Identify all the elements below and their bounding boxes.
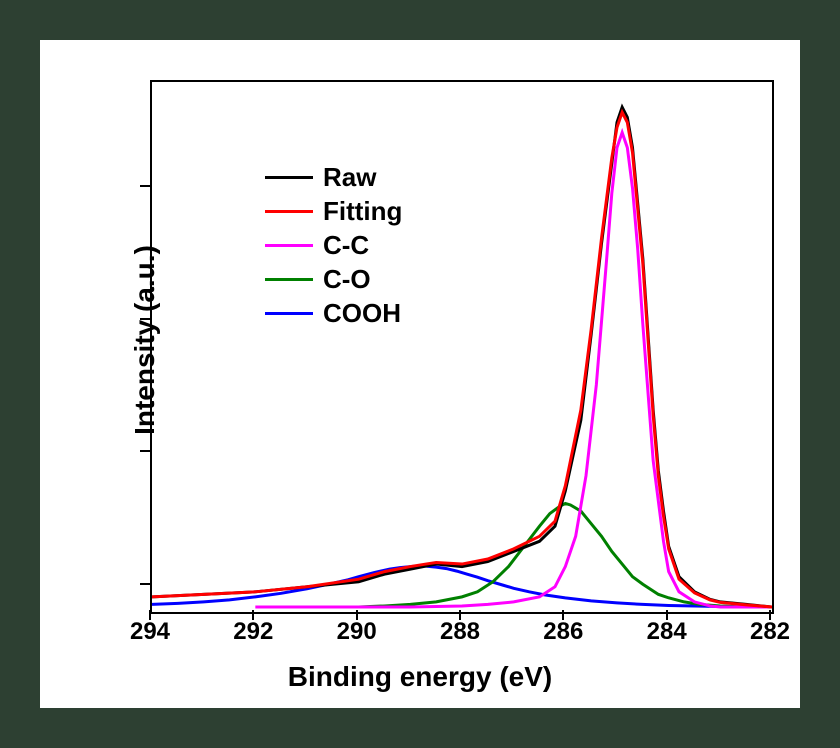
legend-swatch: [265, 244, 313, 247]
legend-item: Raw: [265, 160, 402, 194]
legend-swatch: [265, 278, 313, 281]
x-tick-label: 282: [750, 618, 790, 646]
plot-svg: [152, 82, 772, 612]
legend-swatch: [265, 176, 313, 179]
curve-co: [359, 503, 772, 606]
x-tick-label: 292: [233, 618, 273, 646]
y-tick: [140, 318, 150, 320]
legend-item: C-C: [265, 228, 402, 262]
legend-label: Raw: [323, 162, 376, 193]
y-tick: [140, 185, 150, 187]
x-tick-label: 290: [337, 618, 377, 646]
legend-item: C-O: [265, 262, 402, 296]
curve-fitting: [152, 112, 772, 607]
legend-swatch: [265, 210, 313, 213]
legend-label: C-C: [323, 230, 369, 261]
legend-label: Fitting: [323, 196, 402, 227]
legend: RawFittingC-CC-OCOOH: [265, 160, 402, 330]
legend-label: C-O: [323, 264, 371, 295]
chart-container: Intensity (a.u.) Binding energy (eV) Raw…: [40, 40, 800, 708]
legend-swatch: [265, 312, 313, 315]
x-tick-label: 286: [543, 618, 583, 646]
legend-item: Fitting: [265, 194, 402, 228]
x-tick-label: 284: [647, 618, 687, 646]
x-tick-label: 294: [130, 618, 170, 646]
x-axis-label: Binding energy (eV): [288, 661, 552, 693]
x-tick-label: 288: [440, 618, 480, 646]
y-tick: [140, 583, 150, 585]
curve-raw: [152, 107, 772, 607]
legend-label: COOH: [323, 298, 401, 329]
plot-area: [150, 80, 774, 614]
y-tick: [140, 450, 150, 452]
legend-item: COOH: [265, 296, 402, 330]
